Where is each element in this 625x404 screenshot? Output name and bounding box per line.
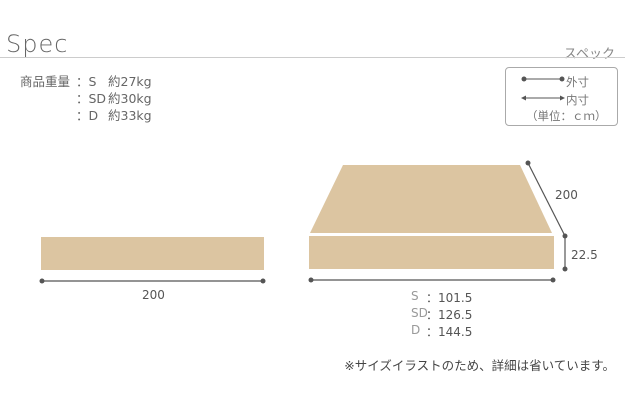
width-dimension-line	[308, 277, 556, 283]
width-size-s: S	[411, 289, 419, 303]
legend-outer-label: 外寸	[566, 75, 589, 89]
width-value-s: ：101.5	[426, 291, 473, 305]
height-dimension-line	[562, 237, 568, 272]
width-value-sd: ：126.5	[426, 308, 473, 322]
length-label: 200	[142, 288, 165, 302]
legend-inner-label: 内寸	[566, 93, 589, 107]
mattress-front-face	[309, 236, 554, 269]
legend-unit: （単位：ｃｍ）	[526, 109, 607, 123]
weight-value-sd: 約30kg	[108, 91, 152, 106]
legend-inner-arrow-icon	[521, 95, 565, 101]
length-dimension-line	[39, 278, 266, 284]
weight-size-s: ：S	[76, 74, 97, 89]
page-subtitle: スペック	[563, 47, 615, 62]
legend-outer-line-icon	[521, 76, 565, 82]
legend-box: 外寸 内寸 （単位：ｃｍ）	[505, 67, 618, 126]
illustration-note: ※サイズイラストのため、詳細は省いています。	[344, 358, 615, 373]
divider	[0, 57, 625, 58]
page-title: Spec	[6, 30, 69, 58]
mattress-side-view	[41, 237, 264, 270]
height-label: 22.5	[571, 248, 598, 262]
width-value-d: ：144.5	[426, 325, 473, 339]
depth-label: 200	[555, 188, 578, 202]
depth-dimension-line	[525, 160, 568, 239]
width-size-d: D	[411, 323, 421, 337]
width-size-sd: SD	[411, 306, 428, 320]
weight-value-s: 約27kg	[108, 74, 152, 89]
weight-size-sd: ：SD	[76, 91, 107, 106]
weight-value-d: 約33kg	[108, 108, 152, 123]
mattress-top-surface	[310, 165, 552, 233]
weight-size-d: ：D	[76, 108, 99, 123]
weight-label: 商品重量	[20, 74, 71, 89]
